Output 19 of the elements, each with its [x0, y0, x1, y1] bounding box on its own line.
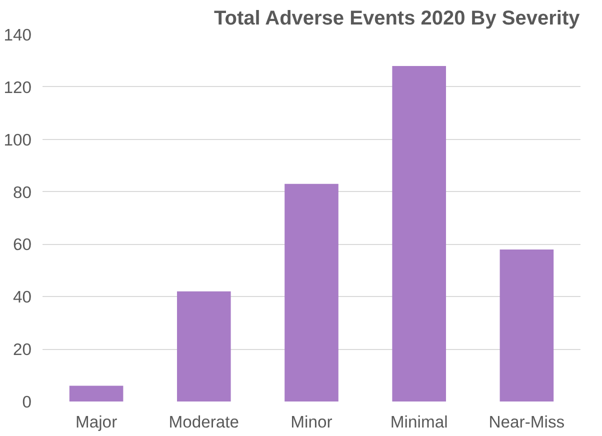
bar	[284, 184, 338, 402]
y-tick-label: 40	[12, 288, 32, 307]
y-tick-label: 60	[12, 235, 32, 254]
y-tick-label: 120	[4, 78, 32, 97]
y-tick-label: 20	[12, 340, 32, 360]
y-tick-label: 80	[12, 182, 32, 202]
x-tick-label: Minimal	[390, 412, 448, 432]
bar	[500, 249, 554, 402]
x-tick-label: Near-Miss	[488, 412, 565, 432]
y-tick-label: 100	[4, 130, 32, 150]
y-tick-label: 140	[4, 26, 32, 44]
x-tick-label: Moderate	[168, 412, 240, 432]
x-tick-label: Major	[75, 412, 118, 432]
bar	[69, 386, 124, 402]
bar	[177, 291, 231, 402]
y-tick-label: 0	[22, 392, 32, 412]
chart-title: Total Adverse Events 2020 By Severity	[214, 8, 581, 30]
x-tick-label: Minor	[290, 412, 333, 432]
bar	[392, 66, 446, 402]
